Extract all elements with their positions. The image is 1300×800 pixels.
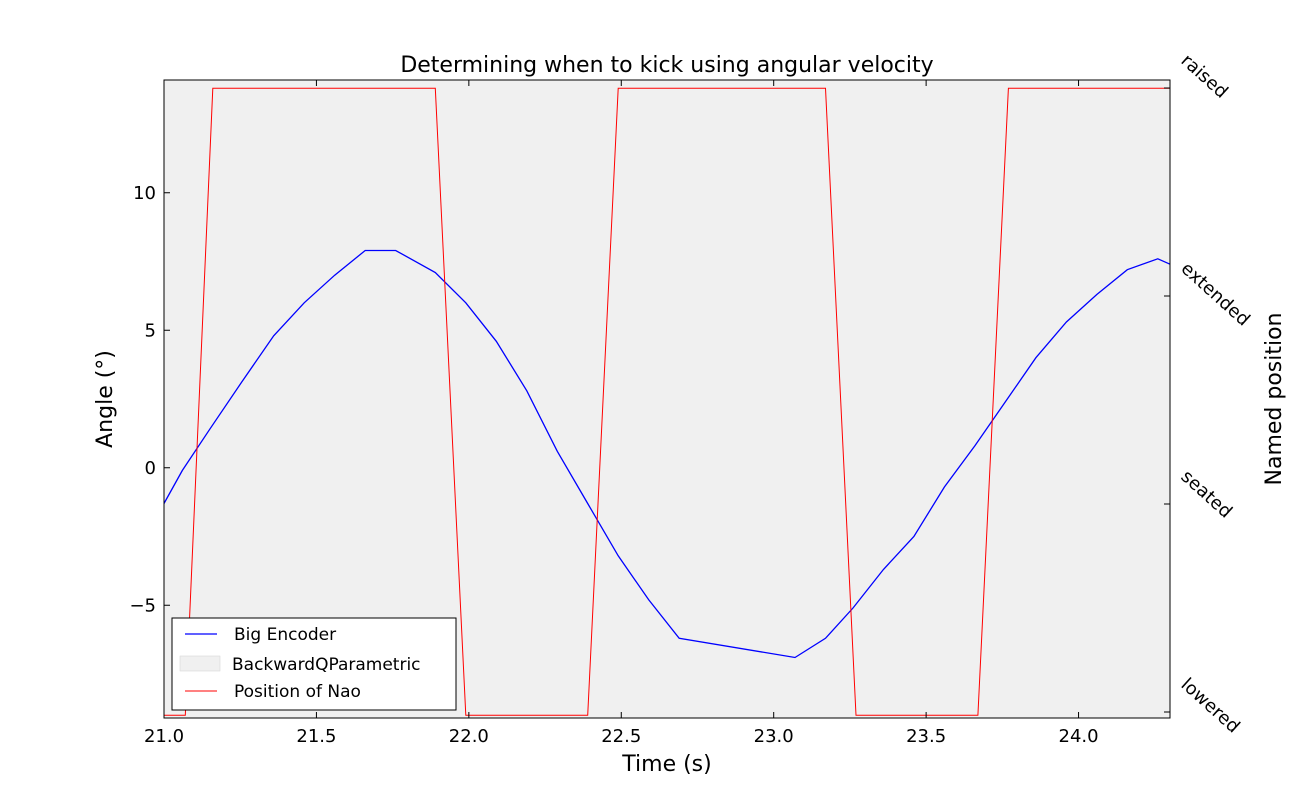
legend-swatch-backwardqparametric xyxy=(179,655,221,672)
x-tick-label: 24.0 xyxy=(1059,726,1099,747)
y2-axis-label: Named position xyxy=(1262,312,1287,485)
y-tick-label: 0 xyxy=(145,458,156,479)
y2-tick-label: extended xyxy=(1177,258,1254,330)
x-tick-label: 21.0 xyxy=(144,726,184,747)
legend-label-backwardqparametric: BackwardQParametric xyxy=(232,655,421,675)
y-tick-label: 10 xyxy=(133,183,156,204)
y2-tick-label: seated xyxy=(1177,466,1236,522)
y-tick-label: 5 xyxy=(145,320,156,341)
legend: Big Encoder BackwardQParametric Position… xyxy=(171,617,457,711)
series-line-position-of-nao xyxy=(164,87,1170,716)
y2-tick-label: lowered xyxy=(1177,674,1244,737)
series-line-big-encoder xyxy=(163,249,1171,659)
legend-label-position-of-nao: Position of Nao xyxy=(234,682,361,702)
x-tick-label: 21.5 xyxy=(296,726,336,747)
legend-label-big-encoder: Big Encoder xyxy=(234,625,336,645)
x-tick-label: 23.5 xyxy=(906,726,946,747)
series-layer xyxy=(163,87,1171,716)
x-tick-label: 22.5 xyxy=(601,726,641,747)
chart-title: Determining when to kick using angular v… xyxy=(400,53,933,78)
y-tick-label: −5 xyxy=(129,595,156,616)
x-axis-label: Time (s) xyxy=(621,752,711,777)
x-tick-label: 22.0 xyxy=(449,726,489,747)
plot-border xyxy=(163,79,1171,719)
x-tick-label: 23.0 xyxy=(754,726,794,747)
plot-area xyxy=(164,80,1170,718)
y-axis-label: Angle (°) xyxy=(93,350,118,448)
y2-tick-label: raised xyxy=(1177,50,1232,103)
